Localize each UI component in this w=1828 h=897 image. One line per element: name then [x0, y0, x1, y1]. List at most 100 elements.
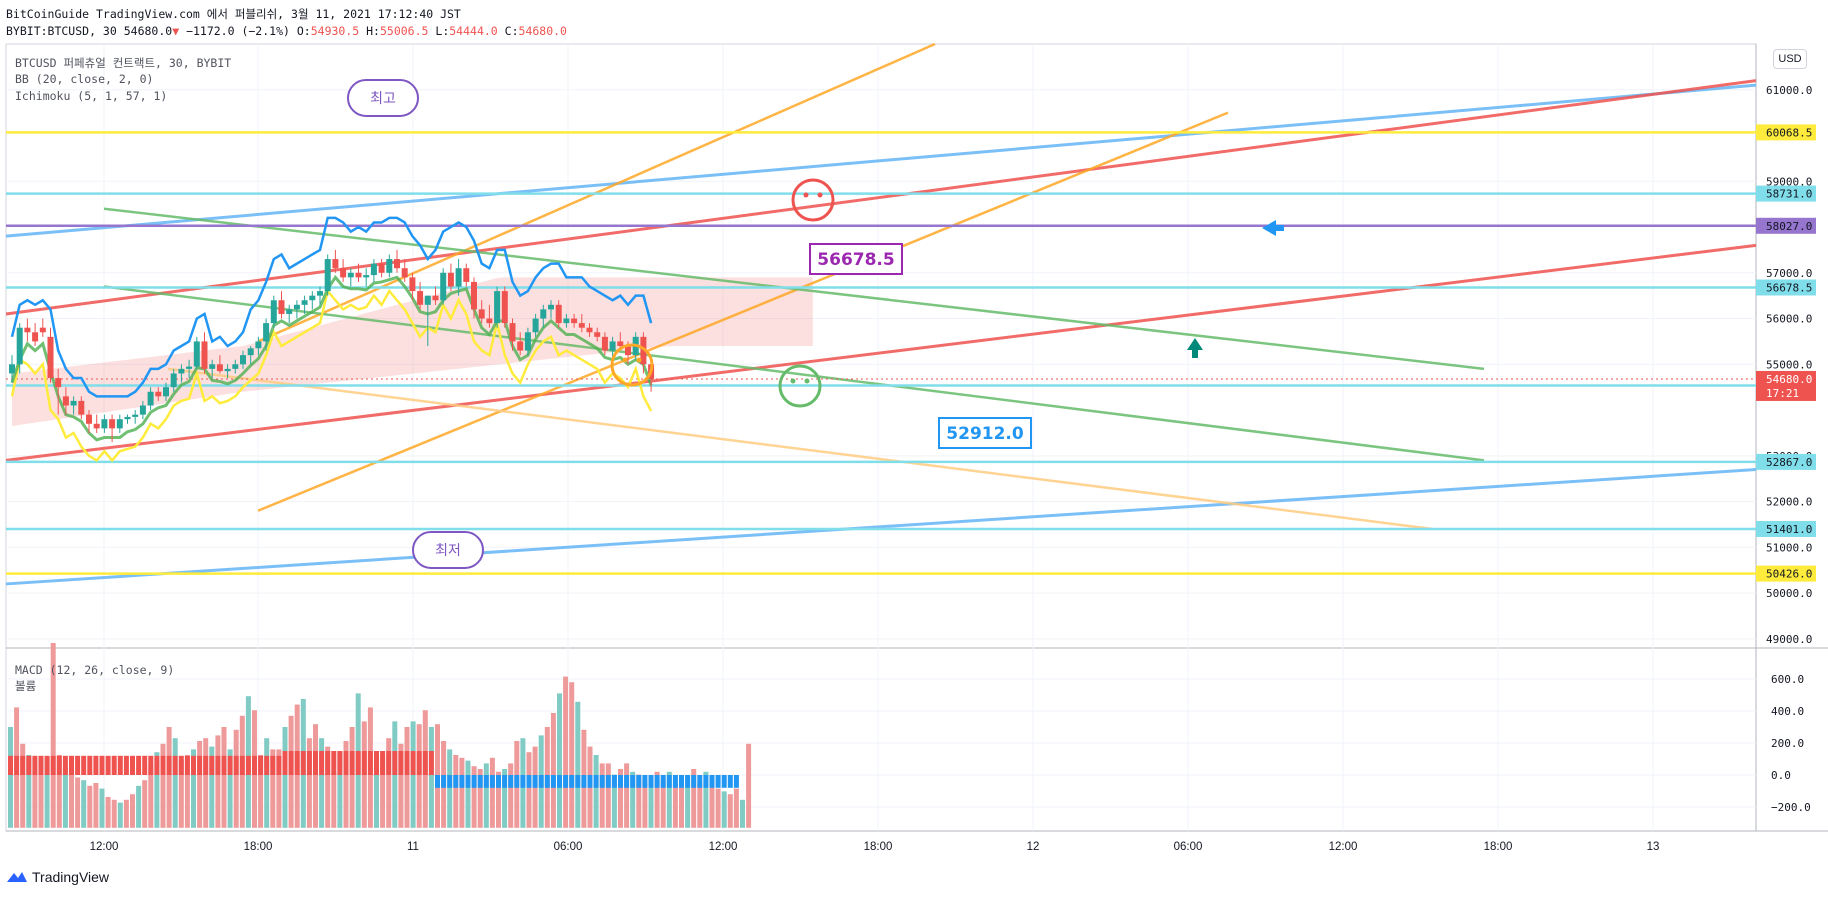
level-label-bg [1756, 185, 1816, 202]
macd-hist-bar [38, 755, 44, 775]
macd-hist-bar [618, 775, 623, 788]
macd-hist-bar [636, 775, 642, 788]
volume-bar [374, 755, 379, 828]
macd-hist-bar [447, 775, 453, 788]
currency-button[interactable]: USD [1773, 49, 1807, 69]
legend-volume[interactable]: 볼륨 [15, 679, 37, 693]
volume-bar [709, 785, 715, 828]
neutral-face-icon-eye [636, 357, 642, 363]
smiley-icon [791, 178, 835, 222]
legend-bb[interactable]: BB (20, close, 2, 0) [15, 72, 154, 86]
macd-hist-bar [392, 751, 398, 775]
macd-hist-bar [343, 751, 349, 775]
candle-body [170, 373, 177, 388]
candle-body [193, 341, 200, 367]
macd-hist-bar [221, 755, 227, 775]
macd-hist-bar [313, 751, 318, 775]
candle-body [532, 318, 539, 333]
level-label: 52867.0 [1766, 456, 1812, 469]
macd-hist-bar [721, 775, 727, 788]
volume-bar [550, 713, 556, 828]
candle-body [340, 268, 347, 278]
volume-bar [282, 727, 288, 828]
candle-body [32, 332, 39, 342]
candle-body [432, 295, 439, 301]
tradingview-logo-icon [7, 872, 27, 882]
volume-bar [148, 766, 154, 828]
volume-bar [203, 738, 209, 828]
macd-hist-bar [306, 751, 312, 775]
macd-hist-bar [300, 751, 306, 775]
macd-hist-bar [709, 775, 715, 788]
candle-body [471, 281, 477, 310]
candle-body [224, 368, 231, 372]
legend-macd[interactable]: MACD (12, 26, close, 9) [15, 663, 175, 677]
volume-bar [191, 749, 196, 828]
macd-hist-bar [679, 775, 684, 788]
macd-hist-bar [459, 775, 465, 788]
trendline-red-lower [5, 243, 1757, 462]
price-tick-label: 49000.0 [1766, 633, 1812, 646]
candle-body [163, 387, 169, 397]
candle-body [78, 400, 85, 415]
macd-hist-bar [685, 775, 691, 788]
macd-hist-bar [544, 775, 550, 788]
macd-hist-bar [355, 751, 361, 775]
macd-hist-bar [624, 775, 630, 788]
macd-hist-bar [288, 751, 294, 775]
macd-hist-bar [154, 755, 160, 775]
legend-ichimoku[interactable]: Ichimoku (5, 1, 57, 1) [15, 89, 168, 103]
volume-bar [349, 727, 355, 828]
volume-bar [648, 777, 654, 828]
time-tick-label: 12:00 [1329, 841, 1358, 853]
candle-body [332, 259, 339, 269]
level-label: 56678.5 [1766, 281, 1812, 294]
macd-hist-bar [227, 755, 233, 775]
time-tick-label: 18:00 [244, 841, 273, 853]
open-label: O: [296, 24, 311, 38]
volume-bar [343, 741, 349, 828]
volume-bar [184, 755, 190, 828]
macd-hist-bar [184, 755, 190, 775]
macd-hist-bar [69, 755, 74, 775]
macd-hist-bar [294, 751, 300, 775]
macd-hist-bar [93, 755, 99, 775]
macd-hist-bar [691, 775, 697, 788]
macd-hist-bar [105, 755, 111, 775]
time-tick-label: 12:00 [709, 841, 738, 853]
macd-hist-bar [453, 775, 459, 788]
level-label: 60068.5 [1766, 126, 1812, 139]
macd-hist-bar [331, 751, 337, 775]
volume-bar [740, 799, 745, 828]
candle-body [417, 291, 424, 305]
macd-tick-label: 400.0 [1771, 705, 1804, 718]
candle-body [509, 323, 516, 342]
macd-hist-bar [191, 755, 196, 775]
volume-bar [197, 741, 203, 828]
macd-hist-bar [422, 751, 428, 775]
legend-symbol[interactable]: BTCUSD 퍼페츄얼 컨트랙트, 30, BYBIT [15, 56, 232, 70]
price-callout-56678 [809, 243, 903, 275]
volume-bar [691, 769, 697, 828]
candle-body [370, 263, 377, 276]
price-callout-56678-text: 56678.5 [817, 250, 894, 270]
volume-bar [733, 788, 739, 828]
candle-body [93, 423, 100, 429]
volume-bar [178, 760, 184, 828]
volume-bar [502, 769, 508, 828]
macd-tick-label: 200.0 [1771, 737, 1804, 750]
candle-body [494, 291, 501, 324]
volume-bar [111, 799, 117, 828]
macd-hist-bar [8, 755, 13, 775]
candle-body [116, 419, 123, 429]
volume-bar [611, 774, 617, 828]
macd-hist-bar [276, 755, 282, 775]
arrow-up-icon [1187, 338, 1203, 358]
volume-bar [319, 738, 325, 828]
macd-hist-bar [258, 755, 264, 775]
candle-body [278, 300, 285, 314]
macd-hist-bar [209, 755, 215, 775]
tradingview-logo[interactable]: TradingView [6, 869, 109, 885]
macd-hist-bar [319, 751, 325, 775]
